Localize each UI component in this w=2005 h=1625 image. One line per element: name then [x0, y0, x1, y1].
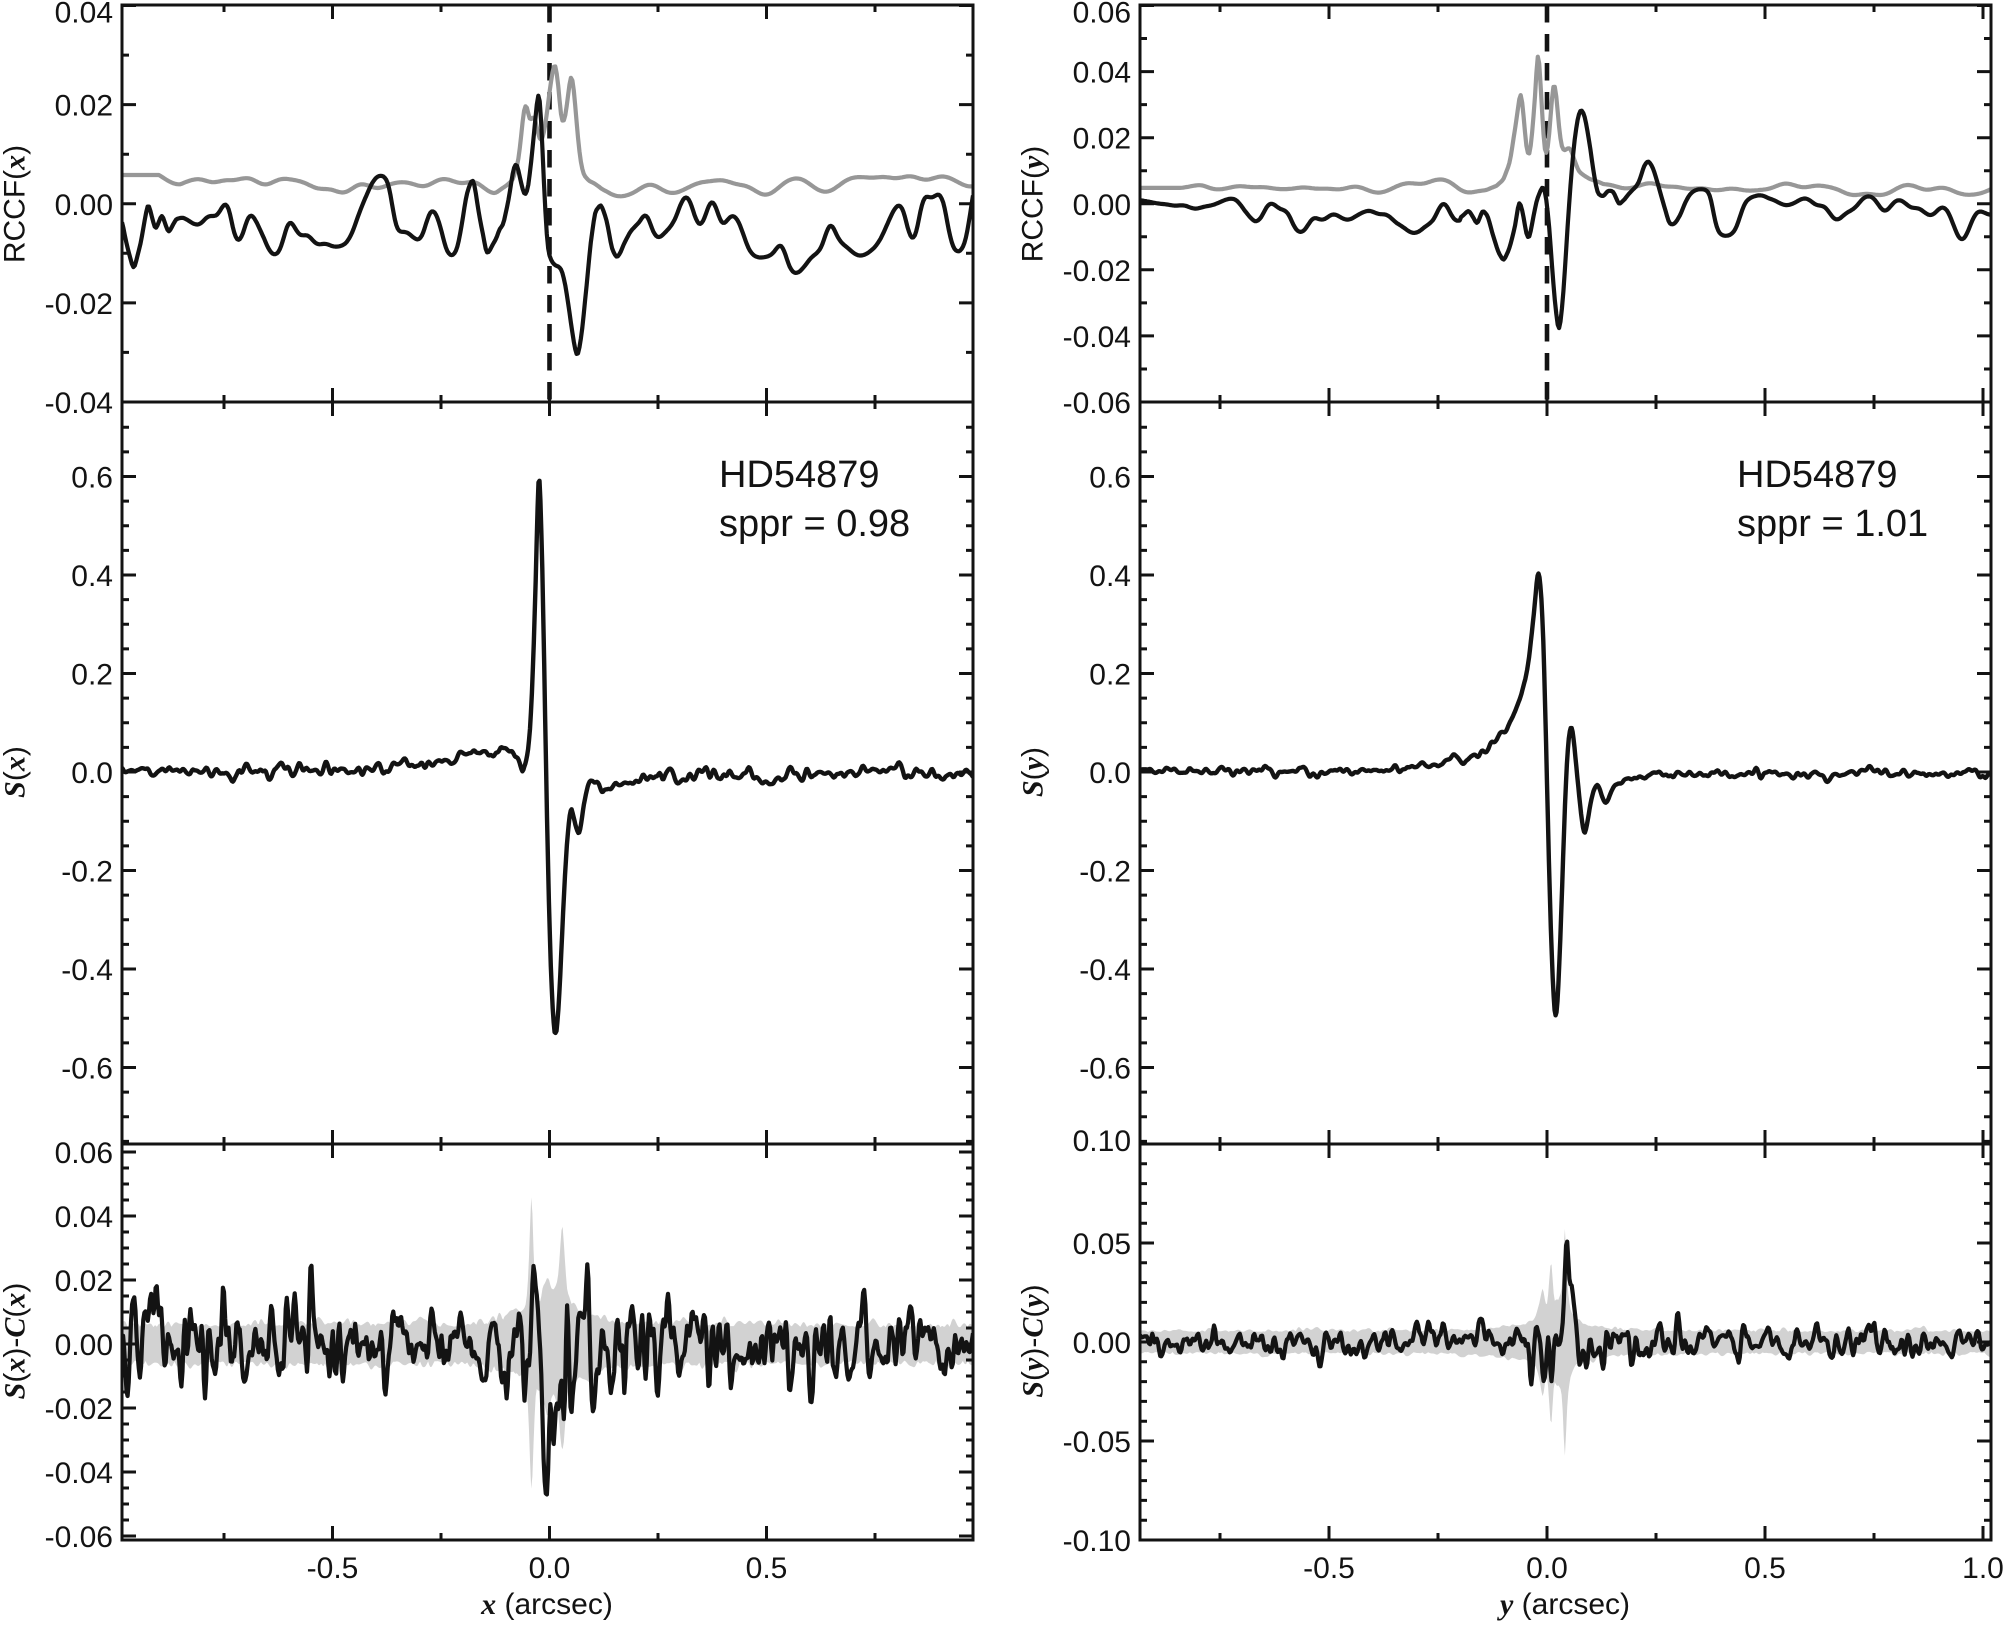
svg-text:0.02: 0.02: [1073, 123, 1131, 156]
svg-text:0.2: 0.2: [71, 659, 113, 692]
svg-text:HD54879: HD54879: [1737, 454, 1898, 496]
svg-text:RCCF(y): RCCF(y): [1017, 146, 1050, 263]
svg-text:0.5: 0.5: [746, 1552, 788, 1585]
svg-text:-0.5: -0.5: [1303, 1552, 1355, 1585]
svg-text:-0.05: -0.05: [1063, 1426, 1131, 1459]
svg-text:0.6: 0.6: [1089, 462, 1131, 495]
svg-text:sppr = 0.98: sppr = 0.98: [719, 503, 910, 545]
svg-text:0.6: 0.6: [71, 462, 113, 495]
svg-text:S(y)-C(y): S(y)-C(y): [1017, 1284, 1050, 1397]
svg-text:S(x)-C(x): S(x)-C(x): [0, 1283, 32, 1400]
svg-text:0.0: 0.0: [1526, 1552, 1568, 1585]
svg-text:-0.02: -0.02: [1063, 255, 1131, 288]
svg-text:-0.6: -0.6: [61, 1053, 113, 1086]
svg-text:x (arcsec): x (arcsec): [480, 1588, 613, 1621]
svg-text:-0.2: -0.2: [1079, 856, 1131, 889]
svg-text:-0.2: -0.2: [61, 856, 113, 889]
svg-text:-0.5: -0.5: [307, 1552, 359, 1585]
svg-text:0.4: 0.4: [1089, 560, 1131, 593]
svg-text:-0.04: -0.04: [45, 387, 113, 420]
svg-text:0.02: 0.02: [55, 90, 113, 123]
svg-text:0.02: 0.02: [55, 1265, 113, 1298]
svg-text:0.2: 0.2: [1089, 659, 1131, 692]
svg-text:0.5: 0.5: [1744, 1552, 1786, 1585]
svg-text:0.04: 0.04: [1073, 57, 1131, 90]
svg-text:-0.06: -0.06: [1063, 387, 1131, 420]
svg-text:-0.02: -0.02: [45, 1393, 113, 1426]
svg-text:0.0: 0.0: [1089, 757, 1131, 790]
svg-text:0.4: 0.4: [71, 560, 113, 593]
svg-text:0.0: 0.0: [71, 757, 113, 790]
svg-text:y (arcsec): y (arcsec): [1497, 1588, 1630, 1621]
svg-text:RCCF(x): RCCF(x): [0, 145, 32, 263]
svg-text:-0.02: -0.02: [45, 288, 113, 321]
svg-text:0.0: 0.0: [529, 1552, 571, 1585]
svg-text:S(y): S(y): [1017, 747, 1050, 797]
svg-text:S(x): S(x): [0, 746, 32, 798]
svg-text:1.0: 1.0: [1962, 1552, 2004, 1585]
svg-text:0.00: 0.00: [55, 189, 113, 222]
svg-text:0.06: 0.06: [55, 1137, 113, 1170]
svg-text:0.04: 0.04: [55, 1201, 113, 1234]
svg-text:HD54879: HD54879: [719, 454, 880, 496]
svg-text:-0.4: -0.4: [61, 954, 113, 987]
svg-text:-0.04: -0.04: [45, 1457, 113, 1490]
svg-text:-0.06: -0.06: [45, 1521, 113, 1554]
svg-text:-0.04: -0.04: [1063, 321, 1131, 354]
svg-text:0.10: 0.10: [1073, 1125, 1131, 1158]
svg-text:0.06: 0.06: [1073, 0, 1131, 30]
svg-text:0.00: 0.00: [1073, 1327, 1131, 1360]
svg-text:-0.6: -0.6: [1079, 1053, 1131, 1086]
svg-text:0.00: 0.00: [1073, 189, 1131, 222]
svg-text:-0.10: -0.10: [1063, 1525, 1131, 1558]
svg-text:0.04: 0.04: [55, 0, 113, 30]
svg-text:0.00: 0.00: [55, 1329, 113, 1362]
svg-text:-0.4: -0.4: [1079, 954, 1131, 987]
svg-text:sppr = 1.01: sppr = 1.01: [1737, 503, 1928, 545]
svg-text:0.05: 0.05: [1073, 1228, 1131, 1261]
